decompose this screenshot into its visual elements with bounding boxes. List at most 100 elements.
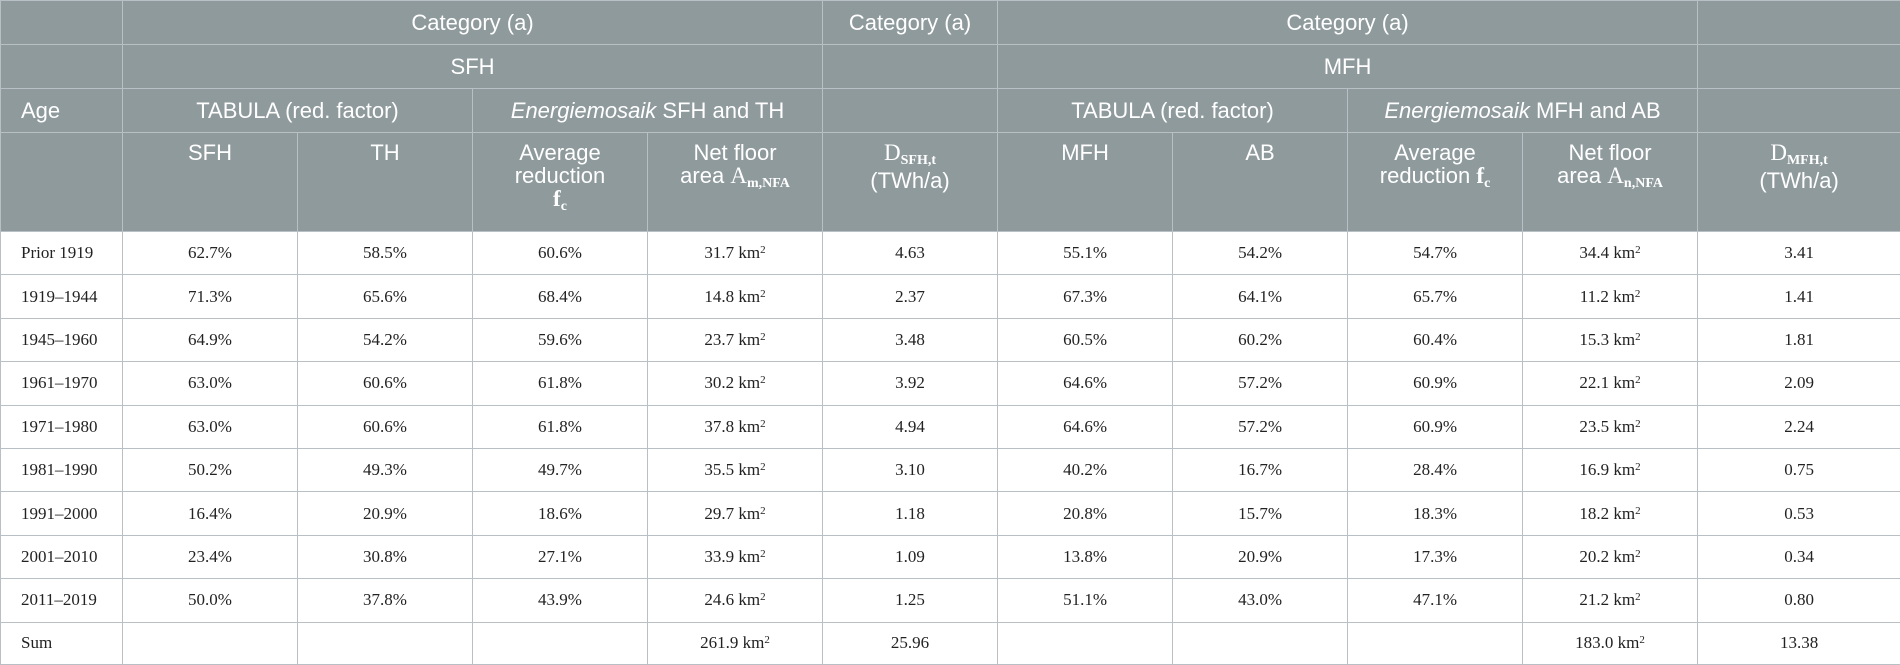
header-line: reduction (514, 163, 606, 189)
cell-mfh: 64.6% (997, 404, 1174, 449)
symbol-sub: c (560, 199, 567, 215)
cell-d-sfh: 4.94 (822, 404, 999, 449)
cell-mfh: 13.8% (997, 534, 1174, 580)
table-body: Prior 1919 62.7% 58.5% 60.6% 31.7 km2 4.… (0, 230, 1900, 665)
cell-sfh: 50.2% (122, 447, 298, 493)
symbol-main: A (1607, 163, 1624, 189)
header-category-mfh: Category (a) (997, 0, 1699, 45)
cell-d-sfh: 3.92 (822, 361, 999, 406)
cell-avg-mfh: 17.3% (1347, 534, 1524, 580)
cell-nfa-sfh: 14.8 km2 (646, 274, 824, 319)
value: 14.8 (704, 286, 735, 306)
table-row: 1981–1990 50.2% 49.3% 49.7% 35.5 km2 3.1… (0, 447, 1900, 493)
cell-nfa-sfh: 33.9 km2 (646, 534, 824, 580)
cell-age: 1945–1960 (0, 317, 123, 363)
cell-d-mfh: 0.75 (1697, 447, 1900, 493)
cell-nfa-sfh: 23.7 km2 (646, 317, 824, 363)
cell-ab: 54.2% (1172, 230, 1349, 276)
cell-avg-sfh: 27.1% (472, 534, 648, 580)
unit: km (1613, 503, 1636, 523)
cell-avg-mfh: 60.9% (1347, 361, 1524, 406)
symbol-main: A (730, 163, 747, 189)
value: 16.9 (1579, 460, 1610, 480)
table-header: Category (a) Category (a) Category (a) S… (0, 0, 1900, 232)
cell-nfa-mfh: 22.1 km2 (1522, 361, 1699, 406)
header-empty-cell (822, 44, 999, 89)
header-unit: (TWh/a) (1759, 167, 1839, 193)
cell-d-mfh: 3.41 (1697, 230, 1900, 276)
cell-avg-sfh: 18.6% (472, 491, 648, 536)
header-average-reduction-sfh: Average reduction fc (472, 132, 648, 232)
cell-th: 54.2% (297, 317, 473, 363)
cell-d-sfh: 4.63 (822, 230, 999, 276)
value: 33.9 (704, 546, 735, 566)
unit-exponent: 2 (1635, 504, 1641, 517)
unit: km (738, 286, 761, 306)
cell-ab: 60.2% (1172, 317, 1349, 363)
header-energiemosaik-sfh: Energiemosaik SFH and TH (471, 88, 824, 133)
unit-exponent: 2 (1635, 331, 1641, 344)
energiemosaik-label: Energiemosaik (1384, 97, 1530, 123)
header-group-sfh: SFH (121, 44, 824, 89)
header-empty-cell (822, 88, 999, 133)
symbol-fc: fc (553, 186, 567, 215)
table-row: 1991–2000 16.4% 20.9% 18.6% 29.7 km2 1.1… (0, 491, 1900, 536)
cell-age: 1961–1970 (0, 361, 123, 406)
header-age: Age (0, 88, 123, 133)
unit-exponent: 2 (760, 331, 766, 344)
cell-nfa-sfh: 35.5 km2 (646, 447, 824, 493)
cell-nfa-sfh: 37.8 km2 (646, 404, 824, 449)
cell-nfa-mfh: 23.5 km2 (1522, 404, 1699, 449)
symbol-main: D (884, 140, 901, 165)
cell-age: 1981–1990 (0, 447, 123, 493)
value: 34.4 (1579, 243, 1610, 263)
header-empty-cell (1697, 0, 1900, 45)
cell-age: 1991–2000 (0, 491, 123, 536)
symbol-main: f (553, 186, 561, 212)
unit-exponent: 2 (1635, 461, 1641, 474)
cell-avg-sfh: 59.6% (472, 317, 648, 363)
table-row: 1945–1960 64.9% 54.2% 59.6% 23.7 km2 3.4… (0, 317, 1900, 363)
unit-exponent: 2 (760, 504, 766, 517)
header-category-dsfh: Category (a) (822, 0, 999, 45)
cell-sfh: 50.0% (122, 578, 298, 623)
cell-d-sfh: 1.18 (822, 491, 999, 536)
cell-mfh: 60.5% (997, 317, 1174, 363)
unit: km (1613, 329, 1636, 349)
cell-nfa-mfh: 11.2 km2 (1522, 274, 1699, 319)
cell-sum-label: Sum (0, 621, 123, 665)
cell-nfa-sfh: 29.7 km2 (646, 491, 824, 536)
symbol-main: f (1476, 163, 1485, 189)
unit-exponent: 2 (1639, 634, 1645, 647)
cell-th: 60.6% (297, 404, 473, 449)
header-sfh: SFH (122, 132, 298, 232)
symbol-sub: MFH,t (1786, 152, 1828, 168)
cell-ab: 57.2% (1172, 404, 1349, 449)
cell-avg-mfh: 28.4% (1347, 447, 1524, 493)
unit: km (738, 460, 761, 480)
cell-th: 20.9% (297, 491, 473, 536)
symbol-sub: SFH,t (900, 152, 937, 168)
value: 18.2 (1579, 503, 1610, 523)
cell-th: 30.8% (297, 534, 473, 580)
cell-sfh: 23.4% (122, 534, 298, 580)
cell-d-mfh: 0.34 (1697, 534, 1900, 580)
cell-sum-nfa-mfh: 183.0 km2 (1522, 621, 1699, 665)
header-empty-cell (1697, 88, 1900, 133)
cell-empty (997, 621, 1174, 665)
cell-th: 49.3% (297, 447, 473, 493)
cell-sum-d-sfh: 25.96 (822, 621, 999, 665)
unit: km (738, 329, 761, 349)
cell-sum-nfa-sfh: 261.9 km2 (646, 621, 824, 665)
cell-d-sfh: 1.25 (822, 578, 999, 623)
value: 15.3 (1579, 329, 1610, 349)
cell-th: 65.6% (297, 274, 473, 319)
unit: km (1613, 460, 1636, 480)
cell-avg-mfh: 60.4% (1347, 317, 1524, 363)
header-line: area (680, 163, 725, 189)
cell-nfa-mfh: 15.3 km2 (1522, 317, 1699, 363)
cell-d-sfh: 3.48 (822, 317, 999, 363)
header-empty-cell (0, 0, 123, 45)
unit-exponent: 2 (764, 634, 770, 647)
header-dmfh-t: DMFH,t (TWh/a) (1697, 132, 1900, 232)
